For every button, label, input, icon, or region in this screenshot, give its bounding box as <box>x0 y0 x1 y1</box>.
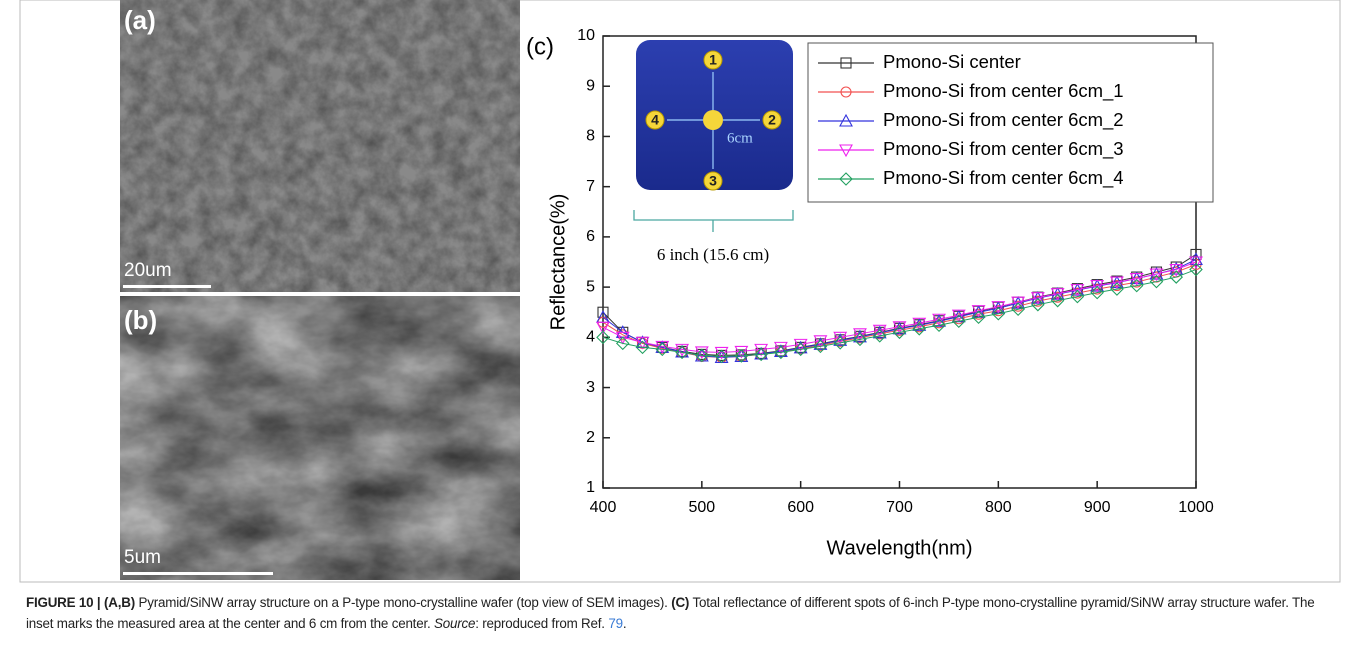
scale-bar <box>123 285 211 288</box>
y-tick-label: 1 <box>586 479 595 496</box>
scale-bar <box>123 572 273 575</box>
y-tick-label: 9 <box>586 77 595 94</box>
caption-text: FIGURE 10 | (A,B) <box>26 595 135 610</box>
inset-bracket <box>634 210 793 232</box>
inset-distance: 6cm <box>727 130 753 146</box>
x-axis-label: Wavelength(nm) <box>827 537 973 559</box>
inset-point-label: 2 <box>768 112 776 128</box>
x-tick-label: 500 <box>688 499 715 516</box>
caption: FIGURE 10 | (A,B) Pyramid/SiNW array str… <box>26 592 1336 634</box>
x-tick-label: 1000 <box>1178 499 1214 516</box>
y-axis-label: Reflectance(%) <box>547 194 569 331</box>
x-tick-label: 700 <box>886 499 913 516</box>
y-tick-label: 2 <box>586 429 595 446</box>
sem-a: (a) 20um <box>120 0 520 292</box>
legend-label: Pmono-Si from center 6cm_4 <box>883 167 1124 189</box>
legend-label: Pmono-Si from center 6cm_3 <box>883 138 1124 160</box>
caption-text: Source <box>434 616 475 631</box>
caption-text[interactable]: 79 <box>608 616 623 631</box>
panel-label: (c) <box>526 33 554 60</box>
y-tick-label: 4 <box>586 329 595 346</box>
y-tick-label: 5 <box>586 278 595 295</box>
y-tick-label: 10 <box>577 27 595 44</box>
x-tick-label: 400 <box>590 499 617 516</box>
inset-center <box>703 110 723 130</box>
x-tick-label: 800 <box>985 499 1012 516</box>
inset-point-label: 4 <box>651 112 659 128</box>
legend-label: Pmono-Si from center 6cm_2 <box>883 109 1124 131</box>
caption-text: Pyramid/SiNW array structure on a P-type… <box>135 595 671 610</box>
caption-text: (C) <box>671 595 689 610</box>
scale-label: 20um <box>124 260 172 281</box>
inset-point-label: 1 <box>709 52 717 68</box>
series-line <box>603 254 1196 355</box>
y-tick-label: 3 <box>586 379 595 396</box>
sem-b: (b) 5um <box>120 296 520 580</box>
series-line <box>603 259 1196 357</box>
chart: (c) 1 2 3 4 5 6 7 8 9 10 400 500 600 700 800 900 1000 Wave… <box>526 27 1214 559</box>
y-tick-label: 8 <box>586 128 595 145</box>
legend-label: Pmono-Si from center 6cm_1 <box>883 80 1124 102</box>
inset-size: 6 inch (15.6 cm) <box>657 245 769 264</box>
panel-label: (a) <box>124 5 156 35</box>
caption-text: : reproduced from Ref. <box>475 616 608 631</box>
y-tick-label: 7 <box>586 178 595 195</box>
page: (a) 20um (b) 5um (c) 1 2 3 4 5 6 7 8 9 10 400 500 600… <box>0 0 1354 649</box>
scale-label: 5um <box>124 547 161 568</box>
panel-label: (b) <box>124 305 157 335</box>
series-line <box>603 265 1196 358</box>
legend-label: Pmono-Si center <box>883 51 1021 72</box>
x-tick-label: 900 <box>1084 499 1111 516</box>
caption-text: . <box>623 616 627 631</box>
x-tick-label: 600 <box>787 499 814 516</box>
inset-point-label: 3 <box>709 173 717 189</box>
figure: (a) 20um (b) 5um (c) 1 2 3 4 5 6 7 8 9 10 400 500 600… <box>0 0 1354 590</box>
y-tick-label: 6 <box>586 228 595 245</box>
